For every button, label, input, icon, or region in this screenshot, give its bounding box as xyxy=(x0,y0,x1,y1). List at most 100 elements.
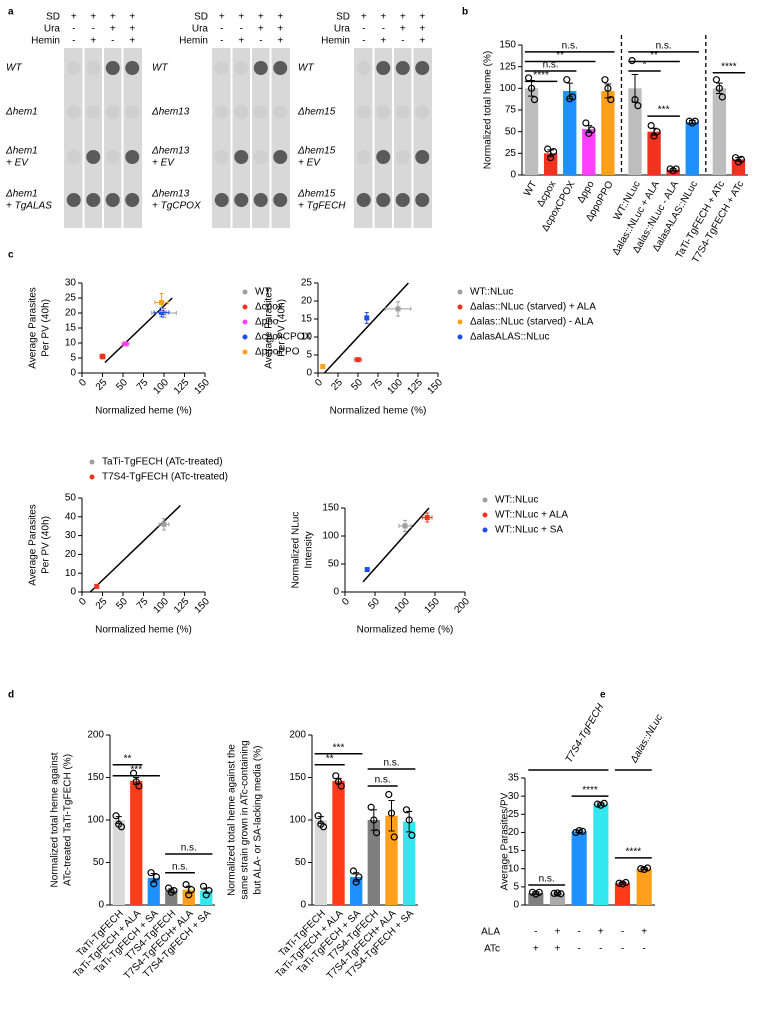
legend-label: ΔppoPPO xyxy=(255,347,300,358)
x-tick-label: 150 xyxy=(192,377,212,397)
colony xyxy=(86,150,101,164)
legend-label: WT::NLuc xyxy=(470,287,513,298)
x-tick-label: 150 xyxy=(422,596,442,616)
x-tick-label: 0 xyxy=(77,596,89,608)
colony xyxy=(395,193,410,207)
legend-marker xyxy=(457,289,463,295)
header-mark: + xyxy=(129,36,135,47)
header-mark: - xyxy=(220,24,223,35)
group-label: Δalas::NLuc xyxy=(628,713,665,766)
y-tick-label: 20 xyxy=(65,308,77,319)
replicate-point xyxy=(601,76,609,84)
table-row-label: ATc xyxy=(484,944,500,955)
replicate-point xyxy=(622,878,630,887)
significance-label: n.s. xyxy=(543,60,559,71)
y-axis-label: Per PV (40h) xyxy=(41,516,52,574)
legend-marker xyxy=(457,319,463,325)
header-mark: - xyxy=(362,36,365,47)
y-tick-label: 35 xyxy=(508,773,520,784)
x-tick-label: 125 xyxy=(172,596,192,616)
point xyxy=(424,515,430,521)
colony xyxy=(253,105,268,119)
y-axis-label: Average Parasites xyxy=(264,287,275,369)
colony xyxy=(214,105,229,119)
y-tick-label: 50 xyxy=(93,857,105,868)
replicate-point xyxy=(390,833,398,841)
bar xyxy=(712,88,727,175)
colony xyxy=(234,105,249,119)
y-tick-label: 150 xyxy=(289,772,306,783)
y-tick-label: 25 xyxy=(65,293,77,304)
y-tick-label: 5 xyxy=(70,353,76,364)
replicate-point xyxy=(607,95,615,104)
colony xyxy=(253,150,268,164)
replicate-point xyxy=(387,809,396,817)
header-mark: + xyxy=(238,36,244,47)
point xyxy=(122,341,128,347)
table-mark: + xyxy=(555,944,561,955)
replicate-point xyxy=(578,827,587,835)
colony xyxy=(376,61,391,75)
point xyxy=(100,354,105,359)
header-label: Hemin xyxy=(31,36,60,47)
y-axis-label: Per PV (40h) xyxy=(277,299,288,357)
replicate-point xyxy=(112,812,120,820)
header-mark: + xyxy=(277,36,283,47)
replicate-point xyxy=(582,119,590,127)
replicate-point xyxy=(170,886,178,895)
row-label: Δhem15 xyxy=(297,189,336,200)
replicate-point xyxy=(147,869,155,877)
header-mark: + xyxy=(219,12,225,23)
table-row-label: ALA xyxy=(481,927,500,938)
replicate-point xyxy=(718,93,726,101)
replicate-point xyxy=(600,799,608,808)
header-mark: - xyxy=(220,36,223,47)
replicate-point xyxy=(370,816,378,824)
header-mark: + xyxy=(110,12,116,23)
y-tick-label: 5 xyxy=(513,881,519,892)
bar xyxy=(332,780,345,905)
colony xyxy=(214,193,229,207)
replicate-point xyxy=(588,126,596,134)
y-tick-label: 0 xyxy=(70,587,76,598)
legend-marker xyxy=(457,334,463,340)
replicate-point xyxy=(402,806,411,814)
replicate-point xyxy=(557,890,565,898)
panel-label: e xyxy=(600,690,606,701)
bar xyxy=(571,831,587,905)
colony xyxy=(66,105,81,119)
legend-marker xyxy=(242,334,248,340)
x-tick-label: 150 xyxy=(192,596,212,616)
table-mark: - xyxy=(534,927,537,938)
y-tick-label: 0 xyxy=(513,900,519,911)
colony xyxy=(376,193,391,207)
bar xyxy=(593,804,609,905)
replicate-point xyxy=(615,879,623,887)
x-tick-label: 50 xyxy=(366,596,382,612)
bar xyxy=(402,821,416,905)
colony xyxy=(86,105,101,119)
table-mark: - xyxy=(621,944,624,955)
replicate-point xyxy=(349,867,358,875)
y-tick-label: 150 xyxy=(499,40,516,51)
header-mark: + xyxy=(380,36,386,47)
x-tick-label: 100 xyxy=(385,377,405,397)
colony xyxy=(86,193,101,207)
y-tick-label: 100 xyxy=(322,531,339,542)
bar xyxy=(601,90,615,175)
colony xyxy=(125,105,140,119)
x-tick-label: 200 xyxy=(452,596,472,616)
point xyxy=(320,364,326,370)
replicate-point xyxy=(544,145,552,153)
x-axis-label: Normalized heme (%) xyxy=(330,406,427,417)
y-axis-label: Average Parasites/PV xyxy=(500,792,511,890)
row-label: + EV xyxy=(152,158,175,169)
replicate-point xyxy=(569,93,577,101)
x-tick-label: 125 xyxy=(405,377,425,397)
x-tick-label: 75 xyxy=(135,596,151,612)
header-mark: + xyxy=(400,12,406,23)
significance-label: n.s. xyxy=(656,41,672,52)
significance-label: n.s. xyxy=(181,843,197,854)
significance-label: ** xyxy=(124,753,132,764)
